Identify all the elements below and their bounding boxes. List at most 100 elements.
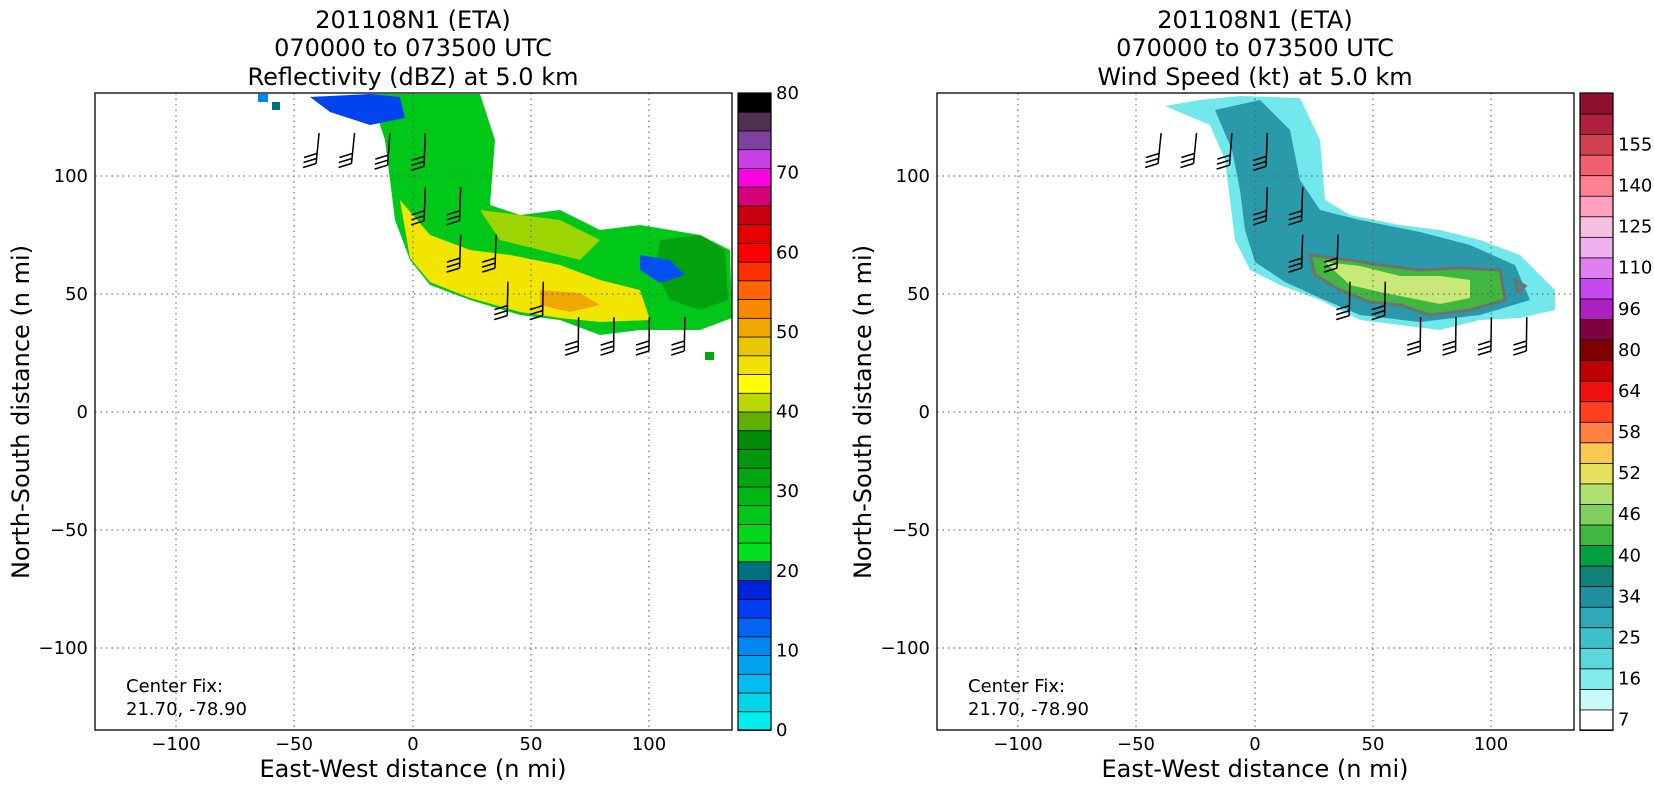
reflectivity-x-ticks: −100 −50 0 50 100 xyxy=(151,734,666,755)
y-tick-label: 0 xyxy=(919,402,930,423)
wind-barb xyxy=(374,133,391,170)
colorbar-swatch xyxy=(1579,256,1614,279)
colorbar-swatch xyxy=(1579,359,1614,382)
reflectivity-speck-3 xyxy=(705,352,714,360)
colorbar-tick-label: 16 xyxy=(1618,669,1641,690)
colorbar-frame xyxy=(1579,92,1614,731)
wind-barb xyxy=(600,317,615,356)
wind-barb xyxy=(1252,187,1269,226)
colorbar-swatch xyxy=(1579,585,1614,608)
colorbar-swatch xyxy=(1579,462,1614,485)
colorbar-swatch xyxy=(1579,441,1614,464)
wind-barb xyxy=(410,187,427,226)
windspeed-colorbar-ticks: 7 16 25 34 40 46 52 58 64 80 96 110 125 140 155 xyxy=(1618,134,1652,730)
y-tick-label: 50 xyxy=(65,284,88,305)
colorbar-tick-label: 40 xyxy=(1618,545,1641,566)
reflectivity-field xyxy=(258,94,732,360)
colorbar-swatch xyxy=(737,448,772,469)
colorbar-tick-label: 46 xyxy=(1618,504,1641,525)
x-tick-label: −100 xyxy=(151,734,200,755)
colorbar-swatch xyxy=(737,579,772,600)
wind-barb xyxy=(1513,317,1528,356)
wind-barb xyxy=(1288,187,1304,226)
windspeed-title-line1: 201108N1 (ETA) xyxy=(1157,6,1353,34)
colorbar-swatch xyxy=(1579,667,1614,690)
wind-barb xyxy=(1477,317,1493,356)
colorbar-swatch xyxy=(1579,544,1614,567)
wind-barb xyxy=(671,317,686,356)
colorbar-swatch xyxy=(737,111,772,132)
colorbar-swatch xyxy=(1579,174,1614,197)
wind-barb xyxy=(302,133,320,169)
windspeed-y-axis-label: North-South distance (n mi) xyxy=(849,245,877,579)
colorbar-swatch xyxy=(1579,421,1614,444)
windspeed-contour-34kt-east xyxy=(1512,276,1528,295)
reflectivity-panel: 201108N1 (ETA) 070000 to 073500 UTC Refl… xyxy=(7,6,799,783)
y-tick-label: 100 xyxy=(896,166,930,187)
colorbar-swatch xyxy=(737,654,772,675)
y-tick-label: −50 xyxy=(50,520,88,541)
y-tick-label: 0 xyxy=(77,402,88,423)
x-tick-label: 100 xyxy=(1474,734,1508,755)
colorbar-swatch xyxy=(1579,195,1614,218)
colorbar-swatch xyxy=(737,336,772,357)
windspeed-y-ticks: 100 50 0 −50 −100 xyxy=(881,166,930,659)
wind-barb xyxy=(481,234,497,273)
y-tick-label: −50 xyxy=(892,520,930,541)
reflectivity-blue-north xyxy=(310,94,405,125)
reflectivity-blue-east xyxy=(640,255,685,283)
y-tick-label: −100 xyxy=(881,638,930,659)
reflectivity-wind-barbs xyxy=(302,133,686,356)
colorbar-frame xyxy=(737,92,772,731)
wind-barb xyxy=(1288,234,1304,273)
colorbar-swatch xyxy=(1579,298,1614,320)
colorbar-tick-label: 80 xyxy=(776,83,799,104)
wind-barb xyxy=(635,317,651,356)
windspeed-contour-34kt xyxy=(1308,253,1507,317)
colorbar-swatch xyxy=(1579,709,1614,731)
wind-barb xyxy=(564,317,580,356)
x-tick-label: 50 xyxy=(1362,734,1385,755)
wind-barb xyxy=(1252,133,1269,172)
colorbar-tick-label: 110 xyxy=(1618,258,1652,279)
colorbar-tick-label: 20 xyxy=(776,561,799,582)
colorbar-swatch xyxy=(737,429,772,450)
colorbar-swatch xyxy=(1579,503,1614,526)
reflectivity-band-dark-green xyxy=(655,235,728,310)
wind-barb xyxy=(1323,234,1339,273)
wind-barb xyxy=(446,187,462,226)
wind-barb xyxy=(529,281,545,321)
wind-barb xyxy=(446,234,462,273)
colorbar-swatch xyxy=(1579,400,1614,423)
colorbar-swatch xyxy=(1579,113,1614,136)
wind-barb xyxy=(1144,133,1162,169)
reflectivity-band-light xyxy=(480,210,600,260)
colorbar-swatch xyxy=(737,542,772,563)
colorbar-swatch xyxy=(737,148,772,169)
colorbar-swatch xyxy=(1579,565,1614,588)
windspeed-x-axis-label: East-West distance (n mi) xyxy=(1101,755,1408,783)
colorbar-swatch xyxy=(737,692,772,713)
colorbar-tick-label: 25 xyxy=(1618,628,1641,649)
colorbar-swatch xyxy=(737,317,772,338)
reflectivity-center-fix-coords: 21.70, -78.90 xyxy=(126,699,247,720)
colorbar-swatch xyxy=(1579,688,1614,711)
reflectivity-plot-frame xyxy=(94,92,733,731)
colorbar-tick-label: 64 xyxy=(1618,381,1641,402)
windspeed-colorbar xyxy=(1579,92,1614,731)
wind-barb xyxy=(1180,133,1198,169)
colorbar-swatch xyxy=(1579,236,1614,259)
colorbar-tick-label: 125 xyxy=(1618,217,1652,238)
colorbar-swatch xyxy=(1579,606,1614,629)
colorbar-swatch xyxy=(737,598,772,619)
colorbar-tick-label: 155 xyxy=(1618,134,1652,155)
colorbar-tick-label: 52 xyxy=(1618,463,1641,484)
wind-barb xyxy=(1406,317,1422,356)
windspeed-band-teal xyxy=(1215,100,1530,322)
windspeed-center-fix-label: Center Fix: xyxy=(968,676,1065,697)
windspeed-panel: 201108N1 (ETA) 070000 to 073500 UTC Wind… xyxy=(849,6,1652,783)
colorbar-swatch xyxy=(1579,215,1614,238)
x-tick-label: −50 xyxy=(275,734,313,755)
colorbar-swatch xyxy=(1579,277,1614,300)
